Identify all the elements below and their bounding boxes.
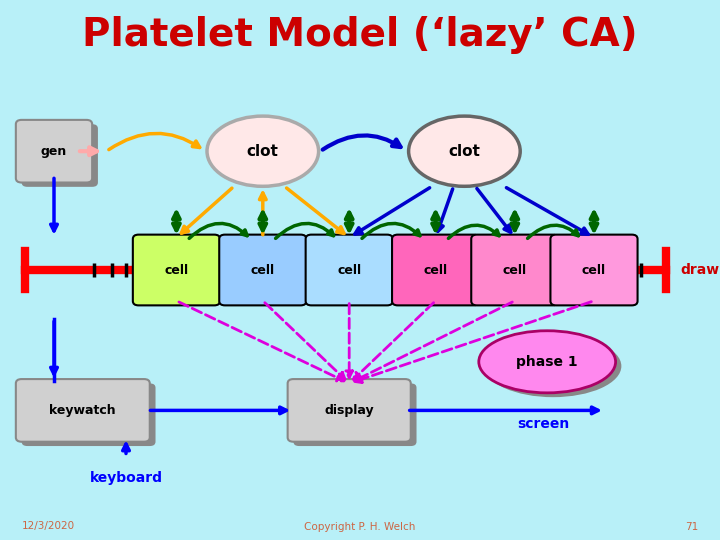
Text: keywatch: keywatch [50,404,116,417]
Text: display: display [325,404,374,417]
FancyBboxPatch shape [16,379,150,442]
Text: 12/3/2020: 12/3/2020 [22,522,75,531]
FancyBboxPatch shape [288,379,410,442]
FancyBboxPatch shape [294,383,416,446]
FancyBboxPatch shape [16,120,92,183]
Text: 71: 71 [685,522,698,531]
Text: cell: cell [164,264,189,276]
Text: cell: cell [337,264,361,276]
FancyBboxPatch shape [305,234,393,306]
Ellipse shape [479,330,616,393]
Text: clot: clot [449,144,480,159]
Text: screen: screen [518,417,570,431]
FancyBboxPatch shape [220,234,307,306]
Text: clot: clot [247,144,279,159]
Text: cell: cell [503,264,527,276]
Text: Copyright P. H. Welch: Copyright P. H. Welch [305,522,415,531]
Text: phase 1: phase 1 [516,355,578,369]
FancyBboxPatch shape [550,234,638,306]
Text: gen: gen [41,145,67,158]
Text: keyboard: keyboard [89,471,163,485]
Ellipse shape [485,335,621,397]
Text: cell: cell [423,264,448,276]
FancyBboxPatch shape [22,383,156,446]
FancyBboxPatch shape [471,234,559,306]
FancyBboxPatch shape [133,234,220,306]
Ellipse shape [409,116,521,186]
FancyBboxPatch shape [22,124,98,187]
Text: draw: draw [680,263,719,277]
Text: cell: cell [582,264,606,276]
Ellipse shape [207,116,319,186]
FancyBboxPatch shape [392,234,480,306]
Text: Platelet Model (‘lazy’ CA): Platelet Model (‘lazy’ CA) [82,16,638,54]
Text: cell: cell [251,264,275,276]
